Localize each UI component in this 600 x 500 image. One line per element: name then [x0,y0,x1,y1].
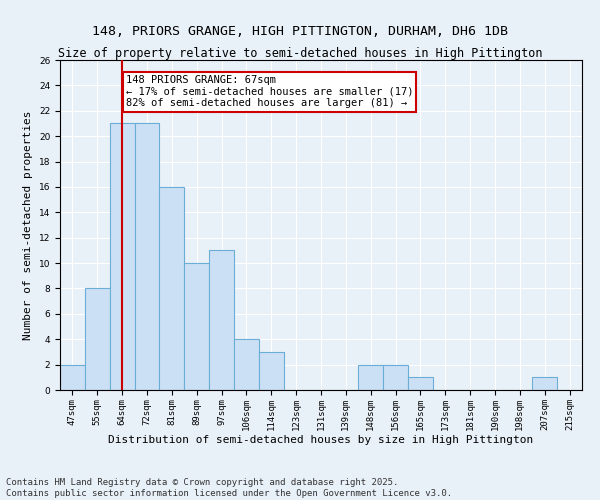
Bar [209,250,234,390]
Bar [408,378,433,390]
Bar [85,288,110,390]
Bar [184,263,209,390]
Bar [110,124,134,390]
Text: 148, PRIORS GRANGE, HIGH PITTINGTON, DURHAM, DH6 1DB: 148, PRIORS GRANGE, HIGH PITTINGTON, DUR… [92,25,508,38]
Bar [532,378,557,390]
Bar [259,352,284,390]
Text: Contains HM Land Registry data © Crown copyright and database right 2025.
Contai: Contains HM Land Registry data © Crown c… [6,478,452,498]
Bar [160,187,184,390]
Bar [134,124,160,390]
X-axis label: Distribution of semi-detached houses by size in High Pittington: Distribution of semi-detached houses by … [109,436,533,446]
Y-axis label: Number of semi-detached properties: Number of semi-detached properties [23,110,33,340]
Bar [234,339,259,390]
Text: 148 PRIORS GRANGE: 67sqm
← 17% of semi-detached houses are smaller (17)
82% of s: 148 PRIORS GRANGE: 67sqm ← 17% of semi-d… [126,75,413,108]
Bar [358,364,383,390]
Bar [383,364,408,390]
Text: Size of property relative to semi-detached houses in High Pittington: Size of property relative to semi-detach… [58,48,542,60]
Bar [60,364,85,390]
